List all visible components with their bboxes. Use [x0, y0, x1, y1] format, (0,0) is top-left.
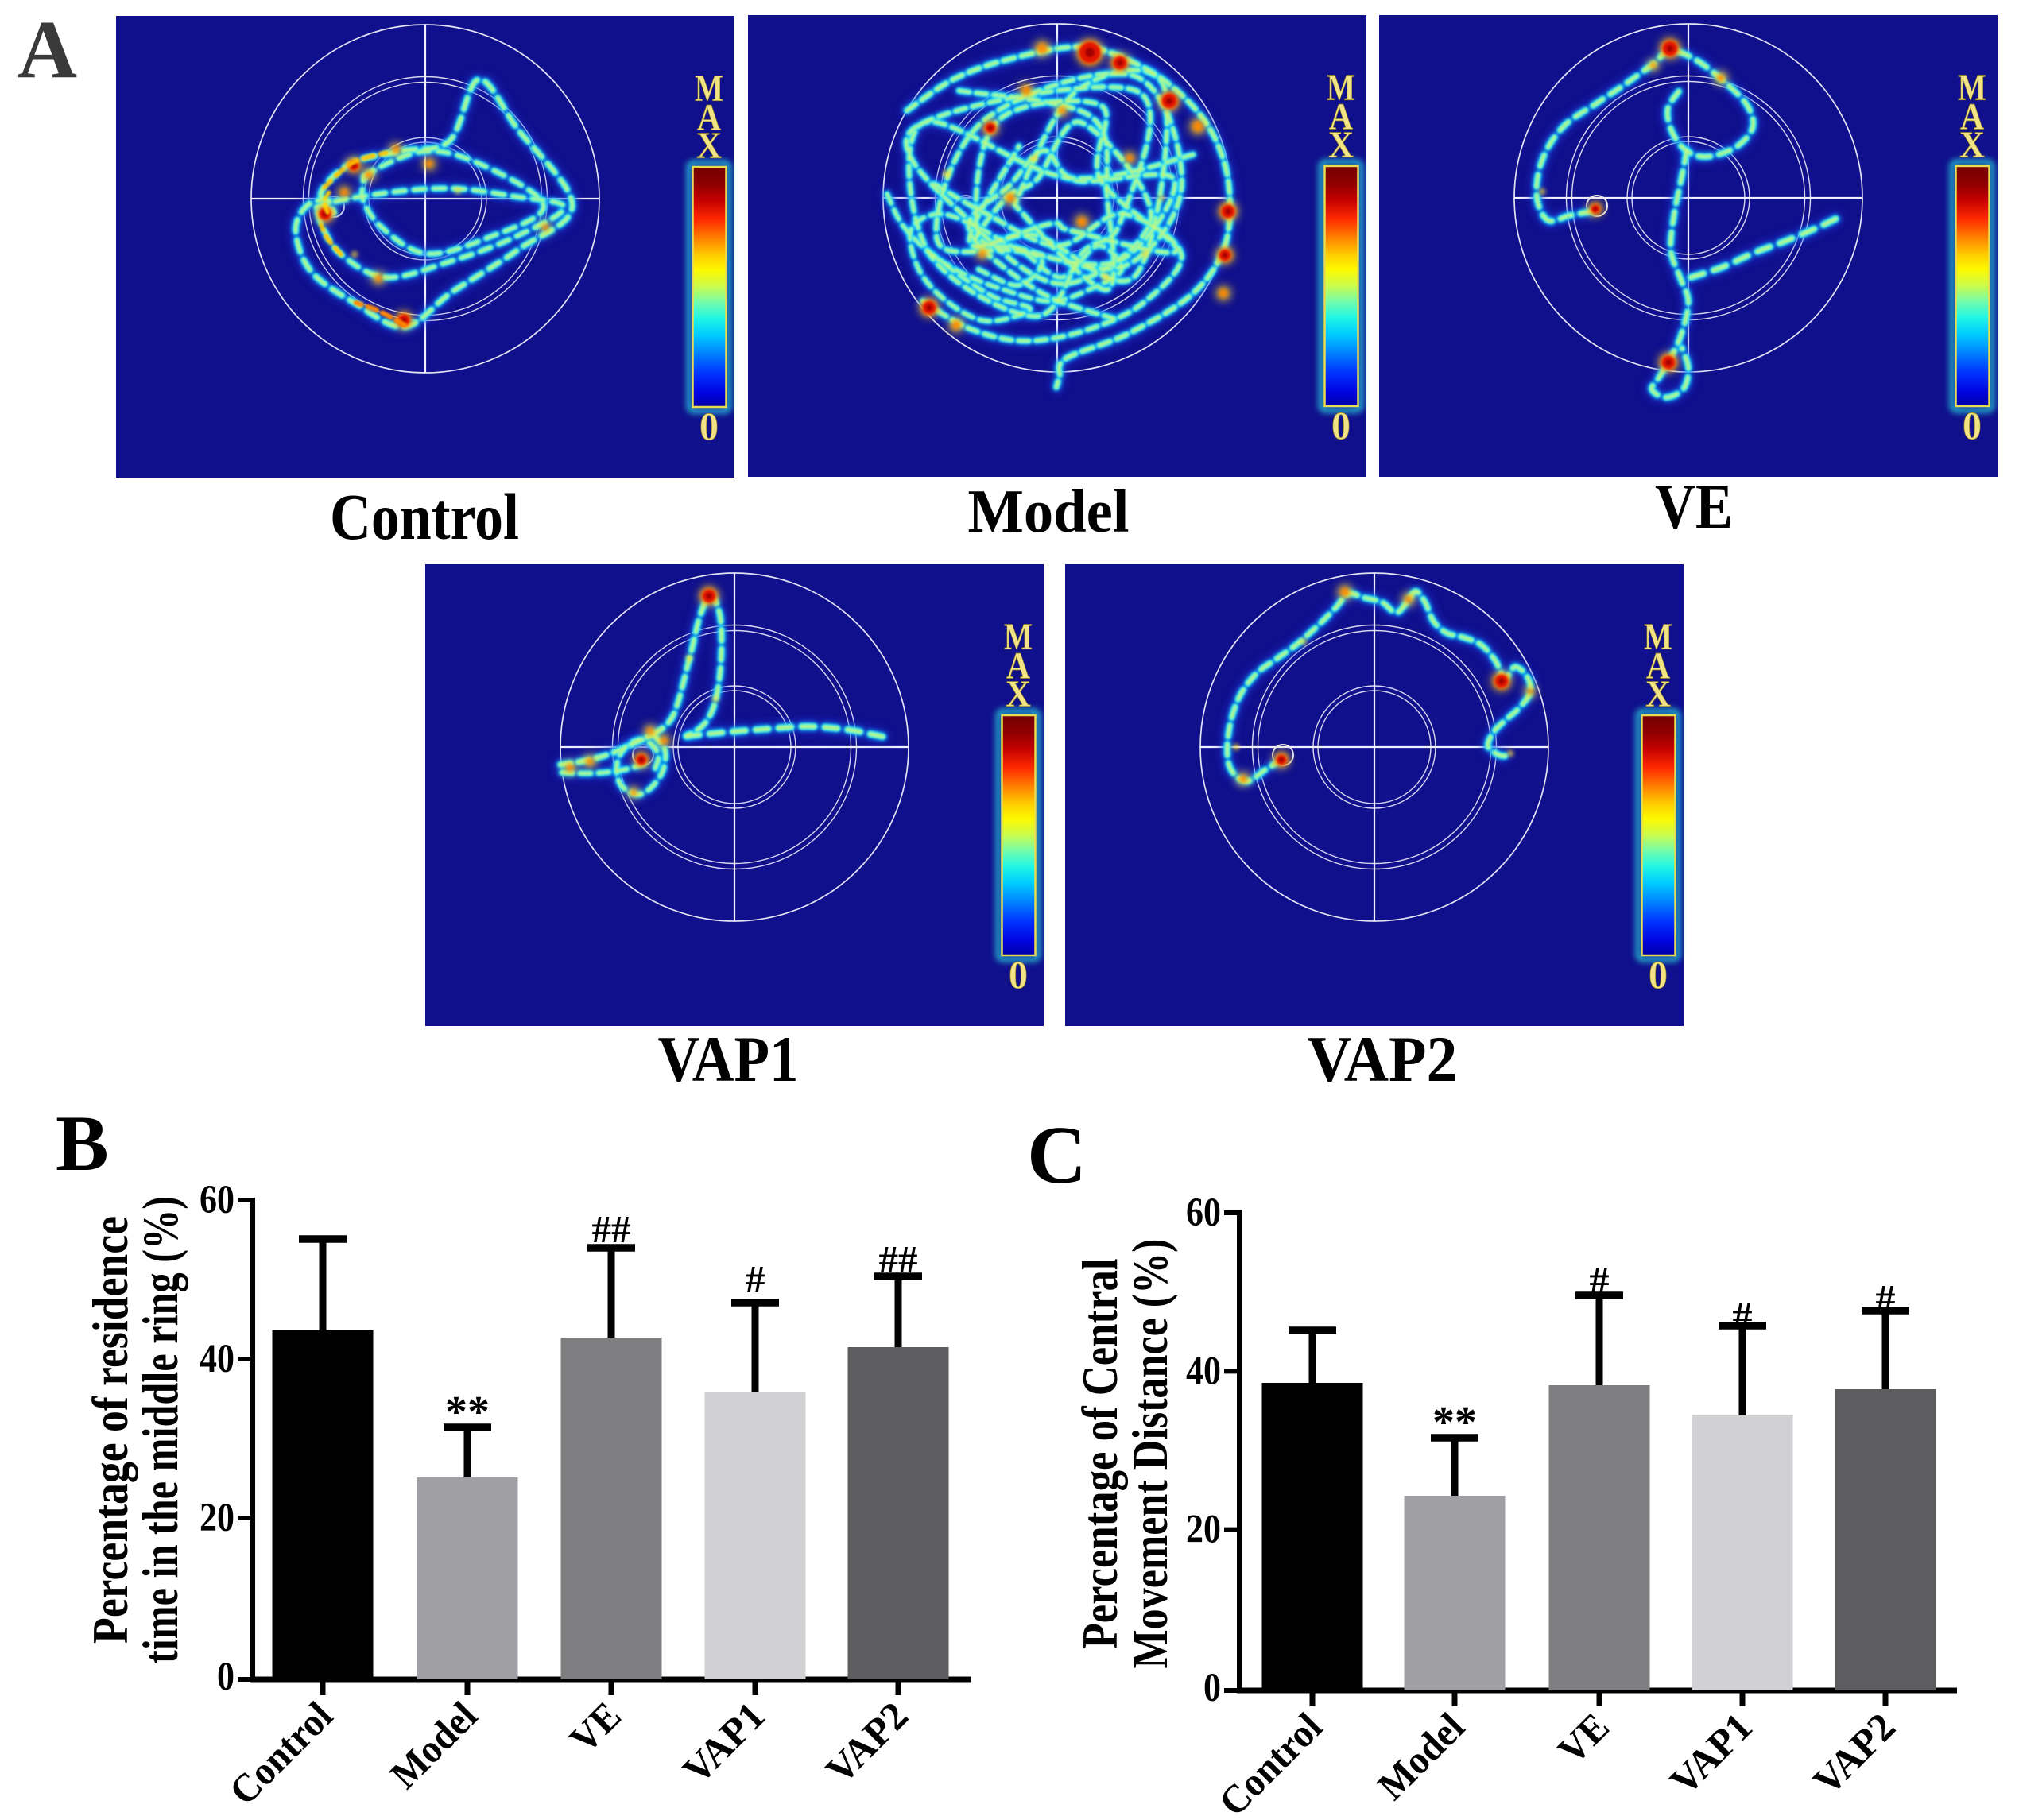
svg-text:Percentage of Central: Percentage of Central: [1072, 1259, 1128, 1649]
svg-text:#: #: [1590, 1258, 1610, 1302]
svg-text:VAP2: VAP2: [1308, 1023, 1458, 1095]
svg-text:60: 60: [1186, 1191, 1221, 1235]
svg-text:**: **: [445, 1388, 490, 1437]
svg-text:#: #: [746, 1257, 765, 1301]
svg-text:Model: Model: [382, 1693, 486, 1797]
svg-text:Control: Control: [1210, 1704, 1330, 1820]
svg-text:Control: Control: [330, 480, 519, 553]
svg-text:VE: VE: [561, 1693, 630, 1761]
svg-text:Percentage of residence: Percentage of residence: [83, 1216, 138, 1644]
svg-text:0: 0: [217, 1655, 234, 1699]
svg-text:VAP1: VAP1: [658, 1023, 799, 1095]
svg-text:60: 60: [200, 1178, 234, 1222]
svg-text:**: **: [1432, 1398, 1477, 1447]
svg-text:20: 20: [200, 1496, 234, 1540]
svg-text:B: B: [56, 1099, 109, 1187]
svg-text:40: 40: [1186, 1349, 1221, 1393]
svg-text:Model: Model: [968, 477, 1130, 545]
svg-text:VAP2: VAP2: [817, 1693, 916, 1792]
svg-text:0: 0: [1203, 1666, 1221, 1710]
svg-text:time in the middle ring (%): time in the middle ring (%): [133, 1196, 188, 1663]
svg-text:20: 20: [1186, 1508, 1221, 1552]
svg-text:VE: VE: [1549, 1704, 1618, 1772]
svg-text:#: #: [1876, 1276, 1896, 1320]
svg-text:Model: Model: [1369, 1704, 1473, 1808]
svg-text:VAP1: VAP1: [1661, 1704, 1761, 1803]
svg-text:Movement Distance (%): Movement Distance (%): [1122, 1239, 1178, 1669]
svg-text:VE: VE: [1655, 472, 1733, 542]
svg-text:A: A: [17, 4, 77, 95]
svg-text:C: C: [1027, 1109, 1087, 1201]
svg-text:##: ##: [592, 1207, 631, 1251]
svg-text:VAP1: VAP1: [674, 1693, 773, 1792]
svg-text:VAP2: VAP2: [1804, 1704, 1904, 1803]
svg-text:#: #: [1733, 1294, 1753, 1338]
svg-text:##: ##: [879, 1237, 918, 1281]
svg-text:Control: Control: [220, 1693, 340, 1813]
svg-text:40: 40: [200, 1337, 234, 1381]
